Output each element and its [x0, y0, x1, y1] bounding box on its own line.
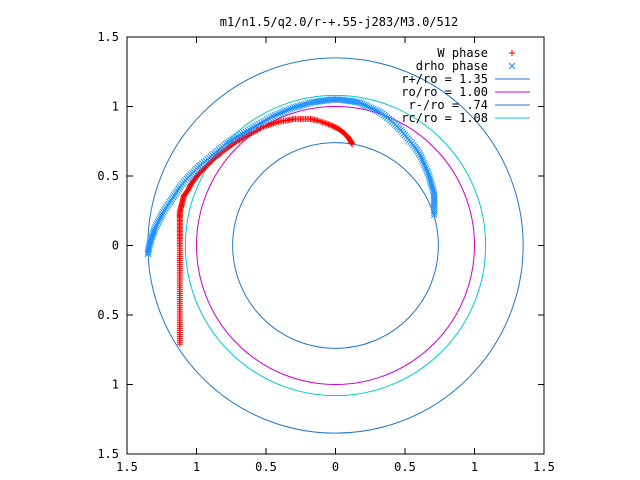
legend-label: rc/ro = 1.08 — [401, 111, 488, 125]
x-tick-label: 0.5 — [255, 460, 277, 474]
x-tick-label: 1.5 — [533, 460, 555, 474]
chart-canvas: m1/n1.5/q2.0/r-+.55-j283/M3.0/512 1.5 1 0.… — [0, 0, 640, 480]
y-tick-label: 1.5 — [97, 447, 119, 461]
legend-marker — [509, 63, 515, 69]
legend-label: r+/ro = 1.35 — [401, 72, 488, 86]
x-tick-label: 1 — [193, 460, 200, 474]
x-tick-label: 1.5 — [116, 460, 138, 474]
y-tick-label: 0.5 — [97, 169, 119, 183]
y-tick-label: 0 — [112, 239, 119, 253]
x-tick-label: 0.5 — [394, 460, 416, 474]
y-tick-label: 1 — [112, 378, 119, 392]
legend-marker — [509, 50, 515, 56]
series-w-phase — [177, 116, 355, 347]
x-tick-label: 0 — [332, 460, 339, 474]
legend: W phasedrho phaser+/ro = 1.35ro/ro = 1.0… — [401, 46, 530, 125]
x-tick-label: 1 — [471, 460, 478, 474]
y-tick-label: 1 — [112, 100, 119, 114]
circle-r- — [233, 143, 439, 349]
legend-label: drho phase — [416, 59, 488, 73]
y-tick-label: 0.5 — [97, 308, 119, 322]
y-tick-label: 1.5 — [97, 30, 119, 44]
chart-title: m1/n1.5/q2.0/r-+.55-j283/M3.0/512 — [220, 15, 458, 29]
legend-label: ro/ro = 1.00 — [401, 85, 488, 99]
legend-label: r-/ro = .74 — [409, 98, 488, 112]
legend-label: W phase — [437, 46, 488, 60]
circle-ro — [197, 107, 475, 385]
